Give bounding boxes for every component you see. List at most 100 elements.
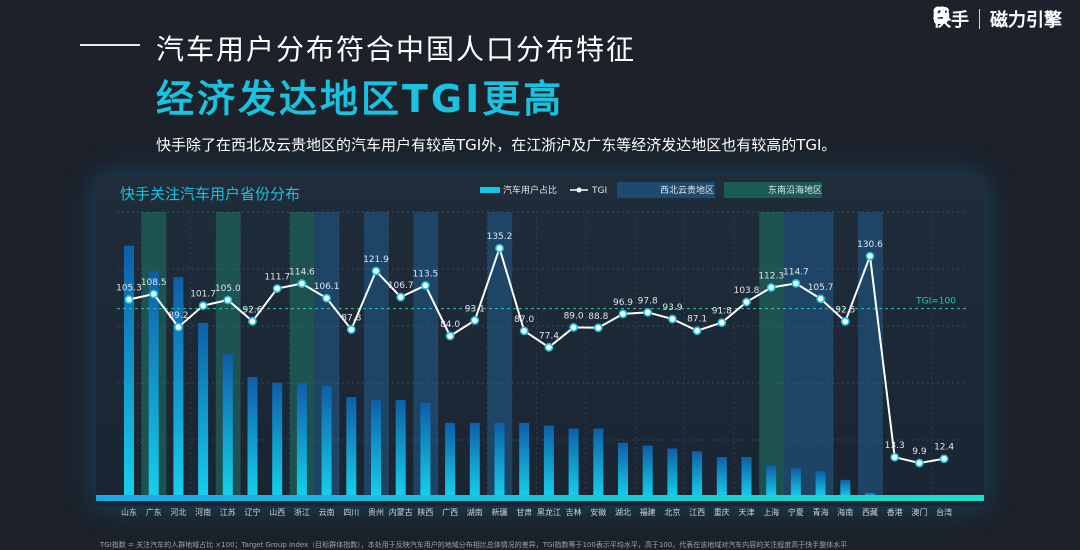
tgi-label-西藏: 130.6	[857, 240, 883, 250]
tgi-label-台湾: 12.4	[934, 443, 954, 453]
tgi-label-天津: 103.8	[734, 286, 760, 296]
footnote: TGI指数 = 关注汽车的人群地域占比 ×100；Target Group In…	[100, 541, 848, 549]
tgi-point-西藏	[865, 251, 875, 261]
bar-series	[96, 245, 984, 501]
tgi-label-河北: 89.2	[168, 311, 188, 321]
bar-青海	[815, 471, 826, 497]
x-label-黑龙江: 黑龙江	[537, 507, 561, 517]
x-label-安徽: 安徽	[590, 507, 606, 517]
x-label-澳门: 澳门	[911, 507, 927, 517]
bar-广东	[148, 271, 159, 497]
tgi-point-湖北	[618, 309, 628, 319]
tgi-label-辽宁: 92.6	[242, 305, 262, 315]
brand: 快手 磁力引擎	[933, 6, 1062, 32]
bar-福建	[642, 445, 653, 497]
tgi-point-吉林	[569, 323, 578, 332]
tgi-point-重庆	[717, 318, 727, 328]
chart-grid	[117, 211, 967, 498]
bar-湖南	[469, 422, 480, 497]
bar-内蒙古	[395, 399, 406, 497]
tgi-label-安徽: 88.8	[588, 312, 608, 322]
legend-marker-tgi	[576, 187, 582, 193]
tgi-label-上海: 112.3	[758, 271, 784, 281]
tgi-label-云南: 106.1	[314, 282, 340, 292]
bar-浙江	[296, 382, 307, 497]
bar-江西	[692, 451, 703, 497]
bar-西藏	[865, 492, 875, 497]
bar-新疆	[494, 422, 505, 497]
tgi-label-河南: 101.7	[190, 290, 216, 300]
tgi-point-内蒙古	[396, 292, 406, 302]
tgi-label-江西: 87.1	[687, 315, 707, 325]
tgi-point-上海	[766, 283, 776, 292]
tgi-label-吉林: 89.0	[564, 311, 584, 321]
tgi-label-北京: 93.9	[662, 303, 682, 313]
tgi-label-陕西: 113.5	[413, 269, 439, 279]
tgi-point-北京	[668, 314, 677, 324]
page-headline: 经济发达地区TGI更高	[156, 77, 565, 121]
legend-swatch-northwest	[617, 182, 715, 198]
bar-上海	[766, 465, 777, 497]
tgi-point-河南	[198, 301, 208, 311]
x-label-宁夏: 宁夏	[788, 507, 804, 517]
tgi-point-广东	[149, 289, 159, 299]
northwest-band	[808, 212, 834, 497]
tgi-label-黑龙江: 77.4	[539, 331, 559, 341]
x-label-福建: 福建	[640, 507, 656, 517]
x-label-云南: 云南	[319, 507, 335, 517]
x-label-湖南: 湖南	[467, 507, 483, 517]
x-label-香港: 香港	[887, 507, 903, 517]
x-label-青海: 青海	[813, 507, 829, 517]
x-label-新疆: 新疆	[492, 507, 508, 517]
tgi-label-重庆: 91.8	[712, 307, 732, 317]
bar-北京	[667, 448, 678, 497]
x-label-河南: 河南	[195, 507, 211, 517]
tgi-point-陕西	[420, 281, 430, 290]
tgi-label-香港: 13.3	[885, 441, 905, 451]
x-label-广东: 广东	[146, 507, 162, 517]
southeast-band	[759, 212, 784, 497]
x-label-内蒙古: 内蒙古	[389, 507, 413, 517]
tgi-label-新疆: 135.2	[487, 232, 513, 242]
x-label-江苏: 江苏	[220, 507, 236, 517]
bar-云南	[321, 385, 332, 497]
bar-甘肃	[519, 422, 530, 497]
tgi-label-山东: 105.3	[116, 283, 142, 293]
tgi-label-广东: 108.5	[141, 278, 167, 288]
bar-山西	[272, 382, 283, 497]
x-label-天津: 天津	[739, 507, 755, 517]
x-label-湖北: 湖北	[615, 508, 631, 517]
tgi-point-澳门	[915, 458, 924, 468]
x-label-辽宁: 辽宁	[245, 507, 261, 517]
magnetic-engine-logo-icon	[933, 6, 949, 24]
x-label-吉林: 吉林	[566, 507, 582, 517]
tgi-point-新疆	[495, 243, 504, 253]
x-label-陕西: 陕西	[417, 507, 433, 517]
tgi-point-四川	[346, 325, 356, 334]
tgi-point-宁夏	[791, 278, 801, 288]
tgi-point-湖南	[470, 315, 480, 325]
page-title: 汽车用户分布符合中国人口分布特征	[156, 33, 637, 66]
x-label-山西: 山西	[269, 507, 285, 517]
tgi-point-海南	[840, 317, 850, 326]
tgi-point-山东	[124, 295, 134, 304]
bar-江苏	[222, 354, 233, 497]
bar-重庆	[716, 457, 727, 497]
tgi-point-甘肃	[519, 326, 529, 336]
tgi-label-福建: 97.8	[638, 296, 658, 306]
tgi-label-浙江: 114.6	[289, 268, 315, 278]
tgi-label-四川: 87.8	[341, 313, 361, 323]
tgi-label-海南: 92.5	[835, 305, 855, 315]
tgi-point-江西	[692, 326, 702, 336]
legend-label-tgi: TGI	[591, 186, 607, 196]
northwest-band	[783, 212, 809, 497]
x-label-重庆: 重庆	[714, 507, 730, 517]
x-label-河北: 河北	[170, 507, 186, 517]
bar-海南	[840, 479, 851, 497]
x-label-广西: 广西	[442, 507, 458, 517]
chart-legend: 汽车用户占比 TGI 西北云贵地区 东南沿海地区	[480, 182, 822, 198]
x-label-浙江: 浙江	[294, 507, 310, 517]
tgi-label-澳门: 9.9	[912, 447, 927, 457]
